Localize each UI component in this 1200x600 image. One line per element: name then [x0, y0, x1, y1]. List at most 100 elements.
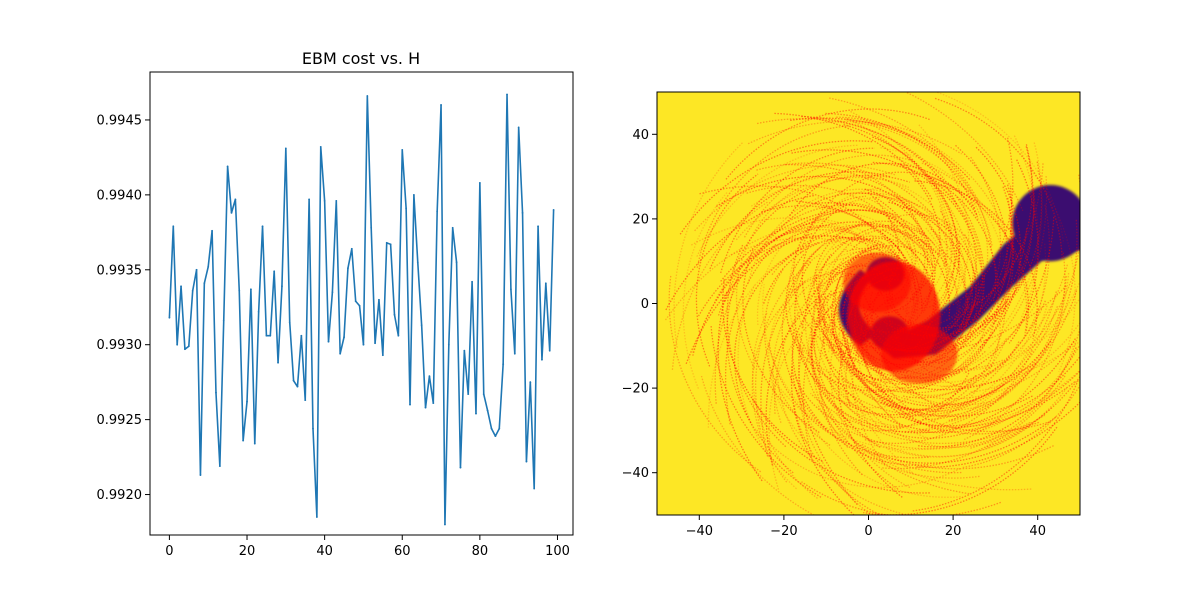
data-point: [455, 261, 458, 264]
trajectory-path: [793, 403, 881, 515]
data-point: [187, 345, 190, 348]
trajectory-path: [954, 189, 1035, 348]
trajectory-path: [888, 201, 973, 348]
trajectory-path: [901, 300, 1046, 399]
trajectory-path: [778, 192, 948, 267]
data-point: [261, 225, 264, 228]
trajectory-path: [932, 184, 1015, 342]
trajectory-path: [916, 401, 1080, 468]
data-point: [230, 211, 233, 214]
trajectory-path: [694, 164, 897, 232]
trajectory-path: [804, 220, 867, 400]
trajectory-path: [747, 120, 962, 155]
trajectory-path: [841, 192, 967, 330]
data-point: [327, 340, 330, 343]
data-point: [308, 198, 311, 201]
trajectory-path: [899, 381, 1076, 428]
trajectory-path: [791, 289, 858, 406]
y-tick-label: 0.9940: [97, 188, 143, 203]
data-point: [203, 282, 206, 285]
x-tick-label: 60: [394, 544, 411, 559]
trajectory-path: [801, 203, 880, 368]
trajectory-path: [832, 262, 914, 417]
trajectory-path: [733, 241, 820, 424]
data-point: [444, 523, 446, 526]
data-point: [312, 427, 314, 430]
data-point: [195, 268, 198, 271]
trajectory-path: [861, 443, 1054, 470]
data-point: [242, 439, 245, 442]
trajectory-path: [768, 317, 818, 490]
trajectory-path: [871, 338, 1007, 397]
data-point: [184, 348, 186, 351]
trajectory-path: [934, 97, 1063, 259]
trajectory-path: [714, 229, 781, 404]
trajectory-path: [717, 204, 854, 316]
data-point: [296, 385, 299, 388]
trajectory-path: [947, 296, 1080, 372]
data-point: [424, 406, 427, 409]
trajectory-path: [735, 183, 807, 369]
trajectory-path: [791, 328, 929, 466]
data-point: [447, 343, 450, 346]
trajectory-core: [881, 324, 958, 384]
data-point: [428, 375, 431, 378]
trajectory-path: [725, 108, 931, 180]
trajectory-path: [797, 332, 959, 417]
trajectory-path: [881, 266, 977, 349]
x-tick-label: 80: [472, 544, 489, 559]
trajectory-path: [810, 304, 901, 428]
trajectory-path: [822, 318, 987, 389]
trajectory-map-chart: −40 −20 0 20 40 −40 −20 0 20 40: [622, 91, 1081, 539]
trajectory-path: [904, 92, 1024, 211]
trajectory-path: [774, 112, 934, 201]
trajectory-path: [941, 264, 1069, 388]
trajectory-path: [847, 166, 926, 302]
trajectory-path: [851, 320, 886, 466]
data-point: [358, 304, 361, 307]
trajectory-path: [861, 299, 1007, 419]
data-point: [552, 208, 555, 211]
trajectory-path: [818, 301, 927, 410]
data-point: [343, 336, 345, 339]
y-tick-label: 40: [632, 128, 649, 143]
x-tick-label: 20: [239, 544, 256, 559]
trajectory-path: [880, 147, 1006, 284]
trajectory-path: [896, 242, 961, 330]
data-point: [381, 354, 384, 357]
trajectory-path: [937, 243, 1047, 418]
trajectory-path: [763, 236, 915, 304]
data-point: [471, 280, 473, 283]
trajectory-path: [797, 343, 871, 515]
data-point: [389, 243, 392, 246]
data-point: [478, 181, 481, 184]
trajectory-path: [953, 163, 1044, 320]
data-point: [513, 352, 516, 355]
trajectory-path: [794, 260, 851, 424]
trajectory-path: [888, 387, 1068, 458]
data-point: [459, 466, 462, 469]
trajectory-path: [722, 278, 823, 462]
trajectory-path: [737, 284, 797, 490]
data-point: [482, 393, 485, 396]
trajectory-path: [801, 253, 920, 329]
trajectory-path: [830, 318, 918, 384]
trajectory-path: [747, 188, 920, 284]
trajectory-path: [921, 276, 1067, 421]
trajectory-path: [863, 360, 1037, 391]
trajectory-path: [923, 177, 977, 339]
data-point: [502, 363, 505, 366]
x-tick-label: 0: [864, 524, 872, 539]
trajectory-path: [787, 322, 969, 392]
trajectory-path: [815, 273, 971, 351]
data-point: [521, 211, 524, 214]
data-point: [463, 349, 466, 352]
data-point: [226, 165, 229, 168]
trajectory-path: [861, 320, 945, 433]
trajectory-path: [841, 286, 922, 425]
data-point: [517, 126, 520, 129]
trajectory-path: [896, 228, 967, 373]
trajectory-path: [818, 279, 931, 380]
y-tick-label: 20: [632, 212, 649, 227]
trajectory-path: [998, 219, 1078, 401]
